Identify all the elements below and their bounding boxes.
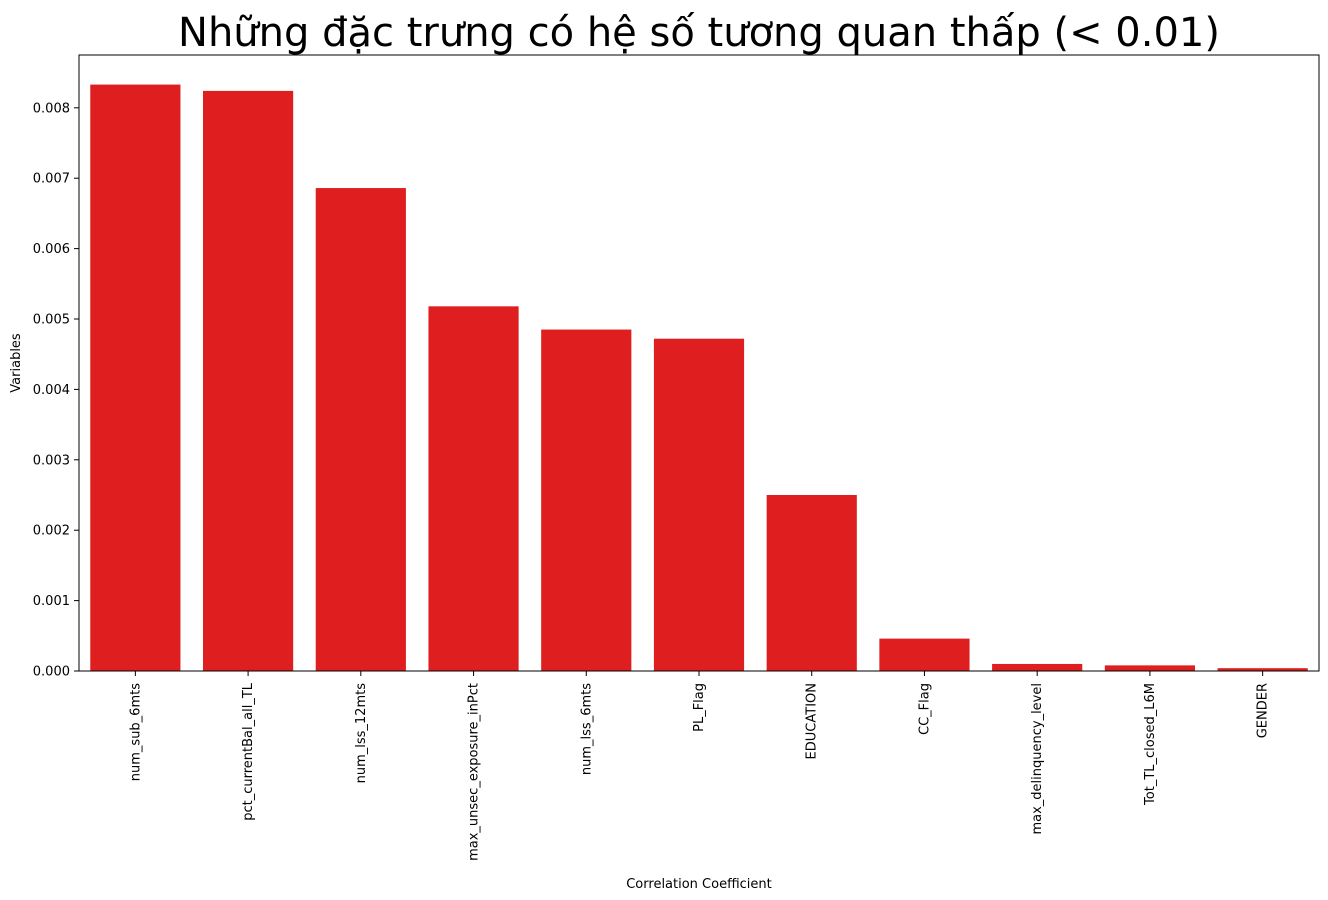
bar-gender: [1217, 668, 1308, 671]
bar-max-unsec-exposure-inpct: [428, 306, 519, 671]
bar-num-sub-6mts: [90, 84, 181, 671]
x-tick-label: num_lss_12mts: [354, 683, 369, 784]
y-tick-label: 0.004: [33, 383, 70, 398]
bar-cc-flag: [879, 638, 970, 671]
x-axis-label: Correlation Coefficient: [626, 877, 772, 892]
bar-max-delinquency-level: [992, 663, 1083, 671]
x-tick-label: PL_Flag: [692, 683, 707, 732]
bar-num-lss-6mts: [541, 329, 632, 671]
bars-layer: [90, 84, 1308, 671]
x-axis: num_sub_6mts pct_currentBal_all_TL num_lss…: [128, 671, 1271, 861]
x-tick-label: num_sub_6mts: [128, 683, 143, 781]
y-tick-label: 0.001: [33, 594, 70, 609]
x-tick-label: Tot_TL_closed_L6M: [1143, 683, 1158, 806]
bar-num-lss-12mts: [315, 188, 406, 671]
x-tick-label: CC_Flag: [917, 683, 932, 735]
bar-pct-currentbal-all-tl: [203, 90, 294, 671]
y-tick-label: 0.008: [33, 101, 70, 116]
x-tick-label: num_lss_6mts: [579, 683, 594, 775]
y-axis-label: Variables: [9, 333, 24, 393]
x-tick-label: EDUCATION: [805, 683, 820, 759]
y-tick-label: 0.003: [33, 453, 70, 468]
y-tick-label: 0.006: [33, 242, 70, 257]
bar-pl-flag: [653, 338, 745, 671]
y-tick-label: 0.000: [33, 665, 70, 680]
y-axis: 0.000 0.001 0.002 0.003 0.004 0.005 0.006 0.007…: [33, 101, 79, 680]
y-tick-label: 0.002: [33, 524, 70, 539]
chart-title: Những đặc trưng có hệ số tương quan thấp…: [178, 10, 1220, 56]
x-tick-label: GENDER: [1256, 683, 1271, 738]
bar-education: [766, 495, 857, 671]
x-tick-label: pct_currentBal_all_TL: [241, 682, 256, 821]
y-tick-label: 0.005: [33, 313, 70, 328]
x-tick-label: max_unsec_exposure_inPct: [467, 683, 482, 861]
y-tick-label: 0.007: [33, 172, 70, 187]
bar-tot-tl-closed-l6m: [1104, 665, 1195, 671]
x-tick-label: max_delinquency_level: [1030, 683, 1045, 835]
